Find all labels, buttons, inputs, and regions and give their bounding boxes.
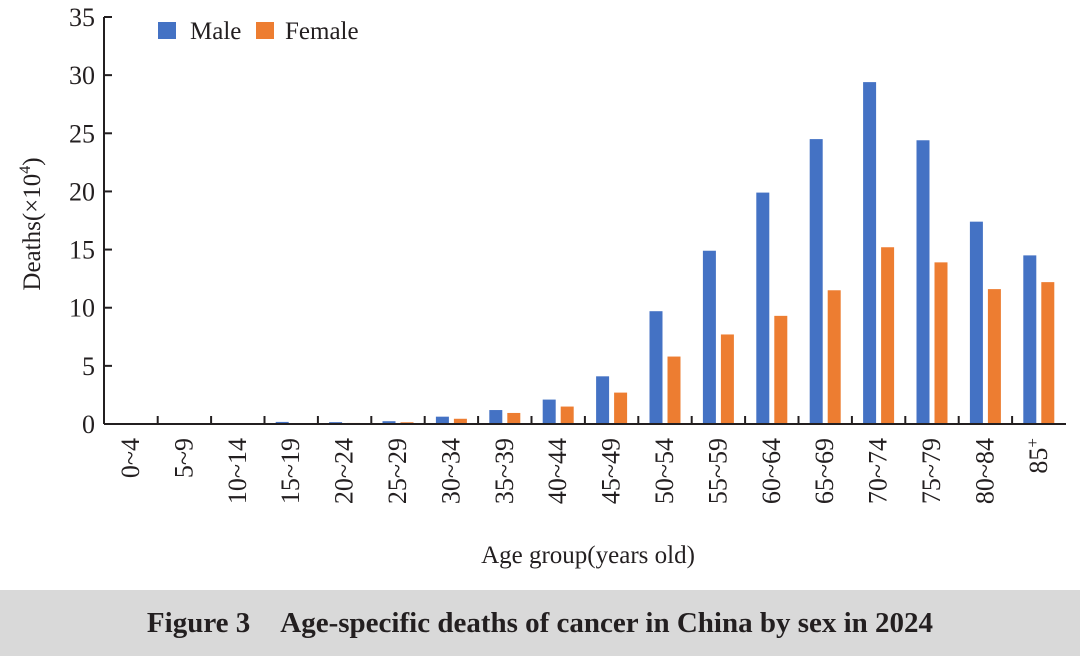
legend-label-female: Female — [285, 18, 359, 45]
bar-male-65~69 — [809, 139, 823, 424]
bars — [115, 82, 1055, 425]
x-tick-label: 50~54 — [650, 438, 679, 504]
x-tick-label: 0~4 — [116, 438, 145, 478]
bar-female-30~34 — [453, 418, 467, 424]
bar-female-60~64 — [774, 315, 788, 424]
y-tick-label: 25 — [69, 119, 95, 148]
x-axis-ticks: 0~4 5~9 10~14 15~19 20~24 25~29 30~34 35~39 40~4… — [116, 416, 1053, 504]
y-axis-ticks: 0 5 10 15 20 25 30 35 — [69, 3, 112, 439]
bar-male-15~19 — [275, 421, 289, 424]
bar-male-70~74 — [863, 82, 877, 425]
figure-caption: Figure 3 Age-specific deaths of cancer i… — [0, 590, 1080, 656]
bar-female-80~84 — [987, 289, 1001, 424]
y-tick-label: 5 — [82, 352, 95, 381]
x-tick-label: 85+ — [1023, 438, 1053, 474]
x-tick-label: 35~39 — [490, 438, 519, 504]
x-tick-label: 70~74 — [864, 438, 893, 504]
x-tick-label: 40~44 — [543, 438, 572, 504]
x-tick-label: 10~14 — [223, 438, 252, 504]
bar-female-40~44 — [560, 406, 574, 424]
x-tick-label: 20~24 — [330, 438, 359, 504]
legend-label-male: Male — [190, 18, 241, 45]
bar-male-25~29 — [382, 421, 396, 424]
bar-male-75~79 — [916, 140, 930, 424]
x-tick-label: 15~19 — [276, 438, 305, 504]
bar-male-80~84 — [969, 221, 983, 424]
y-tick-label: 35 — [69, 3, 95, 32]
y-tick-label: 10 — [69, 294, 95, 323]
bar-female-85+ — [1041, 282, 1055, 424]
bar-male-35~39 — [489, 410, 503, 424]
bar-male-85+ — [1023, 255, 1037, 424]
bar-male-30~34 — [435, 416, 449, 424]
y-tick-label: 0 — [82, 410, 95, 439]
figure-number: Figure 3 — [146, 606, 251, 639]
bar-female-55~59 — [720, 334, 734, 424]
bar-male-50~54 — [649, 311, 663, 424]
figure-title: Age-specific deaths of cancer in China b… — [280, 606, 934, 639]
x-tick-label: 65~69 — [810, 438, 839, 504]
legend-swatch-female — [256, 22, 274, 39]
x-axis-title: Age group(years old) — [481, 542, 695, 569]
bar-male-40~44 — [542, 399, 556, 424]
bar-female-50~54 — [667, 356, 681, 424]
x-tick-label: 55~59 — [703, 438, 732, 504]
bar-female-65~69 — [827, 290, 841, 424]
bar-chart: 0 5 10 15 20 25 30 35 0~4 5~9 10~14 15~19 20~24 25~2… — [17, 3, 1066, 569]
legend-swatch-male — [158, 22, 176, 39]
legend: Male Female — [158, 18, 359, 45]
x-tick-label: 5~9 — [169, 438, 198, 478]
bar-female-70~74 — [881, 247, 895, 424]
bar-female-35~39 — [507, 412, 521, 424]
x-tick-label: 25~29 — [383, 438, 412, 504]
bar-male-60~64 — [756, 192, 770, 424]
x-tick-label: 75~79 — [917, 438, 946, 504]
y-tick-label: 20 — [69, 177, 95, 206]
bar-male-45~49 — [596, 376, 610, 424]
bar-male-55~59 — [702, 250, 716, 424]
bar-female-75~79 — [934, 262, 948, 424]
x-tick-label: 80~84 — [970, 438, 999, 504]
y-tick-label: 30 — [69, 61, 95, 90]
x-tick-label: 60~64 — [757, 438, 786, 504]
y-tick-label: 15 — [69, 236, 95, 265]
x-tick-label: 30~34 — [436, 438, 465, 504]
x-tick-label: 45~49 — [597, 438, 626, 504]
bar-female-45~49 — [614, 392, 628, 424]
y-axis-title: Deaths(×104) — [17, 157, 46, 290]
